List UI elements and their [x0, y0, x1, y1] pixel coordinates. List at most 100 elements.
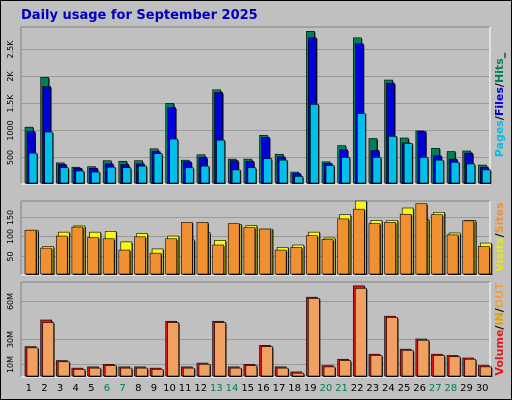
- x-tick-label-day-7: 7: [119, 383, 125, 394]
- bar-pages-day-8: [138, 165, 147, 184]
- legend-item: IN: [493, 312, 506, 325]
- x-tick-label-day-9: 9: [151, 383, 157, 394]
- bar-out-day-29: [464, 358, 477, 377]
- bar-pages-day-11: [185, 167, 194, 184]
- bar-sites-day-17: [274, 249, 287, 275]
- legend-item: Sites: [493, 202, 506, 233]
- bar-sites-day-30: [478, 246, 490, 275]
- x-tick-label-day-30: 30: [476, 383, 489, 394]
- legend-item: /: [493, 307, 506, 312]
- bar-sites-day-28: [446, 234, 459, 275]
- bar-out-day-3: [57, 361, 70, 377]
- bar-sites-day-16: [259, 228, 271, 275]
- y-tick-label: 30M: [6, 331, 15, 348]
- bar-out-day-10: [167, 322, 179, 377]
- y-tick-label: 2K: [6, 71, 15, 82]
- bar-sites-day-22: [352, 208, 365, 275]
- bar-pages-day-23: [372, 157, 382, 184]
- x-tick-label-day-25: 25: [398, 383, 411, 394]
- bar-out-day-17: [276, 367, 289, 377]
- bar-sites-day-18: [290, 247, 303, 275]
- bar-pages-day-12: [200, 165, 210, 184]
- x-tick-label-day-12: 12: [194, 383, 207, 394]
- y-tick-label: 500: [6, 150, 15, 165]
- bar-out-day-16: [261, 346, 273, 377]
- bar-out-day-1: [26, 347, 39, 377]
- x-tick-label-day-10: 10: [163, 383, 176, 394]
- legend-item: OUT: [493, 282, 506, 308]
- bar-out-day-9: [151, 369, 164, 377]
- bar-pages-day-6: [106, 166, 116, 184]
- x-tick-label-day-17: 17: [273, 383, 286, 394]
- bar-sites-day-19: [306, 235, 318, 275]
- bar-out-day-24: [386, 317, 398, 377]
- legend-bottom: Volume/IN/OUT: [493, 282, 506, 376]
- bar-out-day-12: [198, 364, 211, 377]
- x-tick-label-day-24: 24: [382, 383, 395, 394]
- bar-pages-day-13: [216, 139, 225, 184]
- bar-out-day-30: [480, 366, 492, 377]
- x-tick-label-day-27: 27: [429, 383, 442, 394]
- bar-pages-day-25: [403, 143, 413, 184]
- bar-sites-day-11: [181, 222, 193, 275]
- bar-pages-day-7: [122, 167, 132, 184]
- x-tick-label-day-22: 22: [351, 383, 364, 394]
- bar-sites-day-24: [384, 222, 396, 275]
- x-tick-label-day-8: 8: [135, 383, 141, 394]
- bar-out-day-6: [104, 365, 117, 377]
- bar-pages-day-22: [356, 113, 366, 184]
- bar-pages-day-16: [263, 158, 272, 184]
- bar-out-day-19: [308, 298, 320, 377]
- bar-out-day-18: [292, 372, 305, 377]
- y-tick-label: 60M: [6, 293, 15, 310]
- bar-out-day-22: [354, 288, 367, 377]
- panel-bottom: 60M 30M 10M: [6, 281, 493, 378]
- bar-pages-day-2: [44, 131, 53, 184]
- legend-item: /: [493, 82, 506, 87]
- bar-pages-day-30: [482, 169, 491, 184]
- bar-out-day-21: [339, 360, 351, 377]
- bar-sites-day-2: [40, 247, 52, 275]
- legend-top: Pages/Files/Hits_: [493, 52, 506, 157]
- bar-out-day-8: [136, 367, 148, 377]
- bar-pages-day-27: [435, 159, 444, 184]
- bar-out-day-5: [89, 367, 101, 377]
- bar-sites-day-29: [462, 220, 475, 275]
- y-tick-label: 1.5K: [6, 94, 15, 113]
- bar-out-day-20: [323, 366, 336, 377]
- bar-out-day-14: [229, 367, 242, 377]
- x-tick-label-day-3: 3: [57, 383, 63, 394]
- panel-top: 2.5K 2K 1.5K 1000 500: [6, 26, 492, 185]
- x-tick-label-day-1: 1: [26, 383, 32, 394]
- y-tick-label: 150: [6, 210, 15, 225]
- bar-pages-day-24: [388, 136, 397, 184]
- bar-pages-day-15: [247, 167, 257, 184]
- bar-sites-day-14: [227, 223, 240, 275]
- bar-out-day-11: [183, 367, 195, 377]
- bar-sites-day-12: [196, 222, 209, 275]
- x-tick-label-day-19: 19: [304, 383, 317, 394]
- x-tick-label-day-13: 13: [210, 383, 223, 394]
- x-tick-label-day-15: 15: [241, 383, 254, 394]
- bar-sites-day-7: [118, 249, 131, 275]
- bar-sites-day-8: [134, 236, 146, 275]
- bar-pages-day-17: [278, 159, 288, 184]
- y-tick-label: 1000: [6, 120, 15, 140]
- bar-pages-day-26: [419, 157, 429, 184]
- x-tick-label-day-4: 4: [73, 383, 79, 394]
- legend-item: /: [493, 232, 506, 237]
- bar-sites-day-1: [24, 229, 37, 275]
- bar-sites-day-23: [368, 223, 381, 275]
- legend-item: Pages: [493, 120, 506, 158]
- x-tick-label-day-6: 6: [104, 383, 110, 394]
- bar-sites-day-15: [243, 227, 256, 275]
- bar-pages-day-14: [231, 169, 241, 184]
- x-tick-label-day-18: 18: [288, 383, 301, 394]
- bar-sites-day-13: [212, 244, 224, 275]
- legend-middle: Visits/Sites: [493, 202, 506, 272]
- bar-out-day-13: [214, 322, 226, 377]
- x-tick-label-day-14: 14: [226, 383, 239, 394]
- bar-sites-day-25: [399, 213, 412, 275]
- bar-sites-day-9: [149, 252, 162, 275]
- bar-pages-day-5: [91, 171, 100, 184]
